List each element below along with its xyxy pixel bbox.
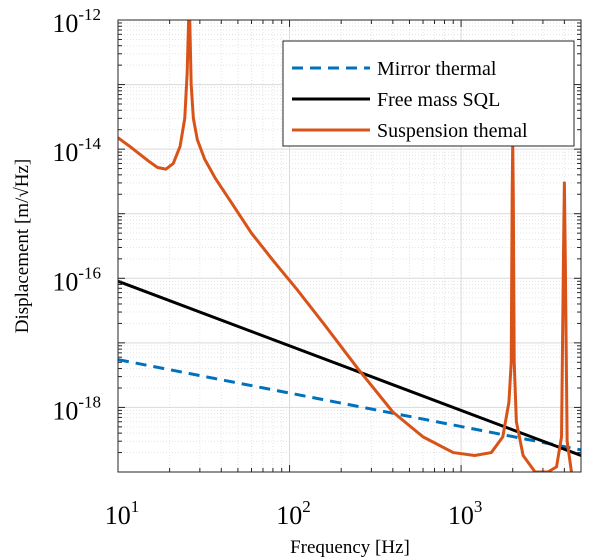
x-tick-label-exponent: 3 [474, 497, 483, 516]
x-tick-labels: 101 102 103 [105, 497, 483, 530]
x-tick-label-exponent: 1 [131, 497, 140, 516]
x-tick-label-base: 10 [105, 501, 131, 530]
legend-label-1: Mirror thermal [377, 58, 497, 80]
y-tick-label-base: 10 [52, 9, 78, 38]
tick-marks [117, 19, 582, 473]
x-tick-label: 102 [276, 497, 311, 530]
x-tick-label-base: 10 [448, 501, 474, 530]
series-line-1 [118, 358, 581, 452]
y-tick-label-exponent: -12 [78, 5, 101, 24]
series-line-3 [118, 20, 573, 472]
plot-frame [117, 19, 582, 473]
x-axis-label: Frequency [Hz] [290, 537, 410, 558]
y-tick-label: 10-18 [52, 392, 101, 425]
x-tick-label-exponent: 2 [302, 497, 311, 516]
y-tick-label: 10-12 [52, 5, 101, 38]
y-tick-label-base: 10 [52, 138, 78, 167]
x-tick-label: 103 [448, 497, 483, 530]
y-axis-label: Displacement [m/√Hz] [12, 159, 33, 334]
y-tick-label-base: 10 [52, 267, 78, 296]
x-tick-label: 101 [105, 497, 140, 530]
y-tick-label-exponent: -14 [78, 134, 101, 153]
y-tick-label-exponent: -18 [78, 392, 101, 411]
y-tick-label: 10-16 [52, 263, 101, 296]
legend: Mirror thermal Free mass SQL Suspension th… [282, 40, 575, 147]
series-layer [118, 20, 581, 472]
y-tick-label: 10-14 [52, 134, 101, 167]
x-tick-label-base: 10 [276, 501, 302, 530]
legend-label-2: Free mass SQL [377, 89, 500, 111]
y-tick-label-exponent: -16 [78, 263, 101, 282]
legend-label-3: Suspension themal [377, 120, 528, 142]
y-tick-label-base: 10 [52, 396, 78, 425]
